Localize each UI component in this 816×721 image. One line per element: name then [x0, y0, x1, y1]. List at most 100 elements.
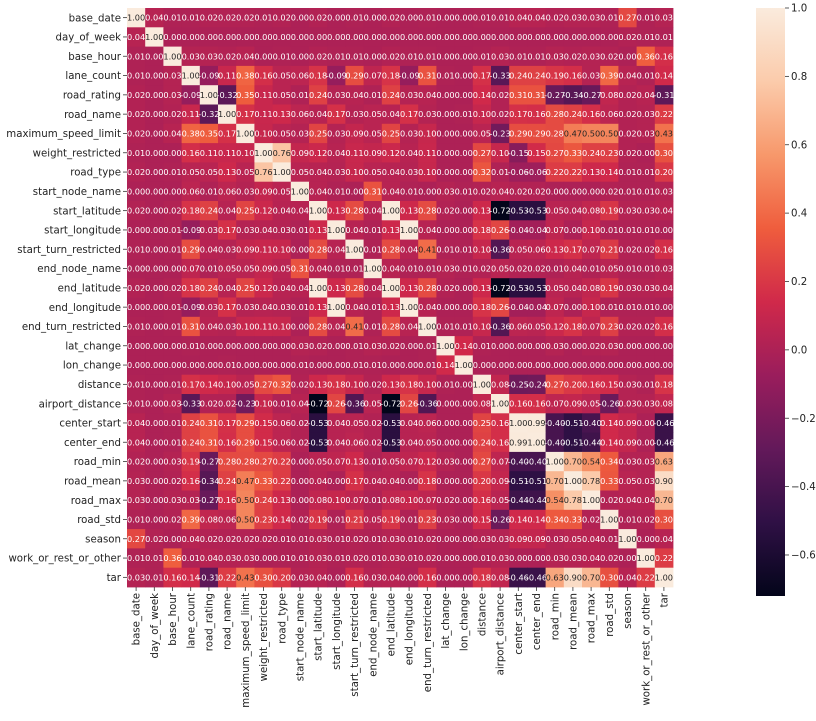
- heatmap-cell-11-17: [436, 220, 455, 240]
- cell-annotation-9-2: 0.00: [163, 186, 181, 196]
- heatmap-cell-15-7: [254, 297, 273, 318]
- cell-annotation-11-14: 0.13: [382, 225, 400, 235]
- cell-annotation-27-16: 0.02: [418, 534, 436, 544]
- cell-annotation-16-14: 0.28: [382, 321, 400, 331]
- cell-annotation-27-18: 0.00: [455, 534, 473, 544]
- heatmap-cell-17-17: [436, 336, 455, 356]
- cell-annotation-29-20: 0.08: [491, 572, 509, 582]
- heatmap-cell-1-8: [272, 27, 292, 47]
- cell-annotation-23-12: 0.13: [345, 457, 363, 467]
- cell-annotation-4-16: 0.04: [418, 90, 436, 100]
- cell-annotation-18-18: 1.00: [455, 360, 473, 370]
- heatmap-cell-4-5: [218, 85, 237, 105]
- cell-annotation-2-13: 0.00: [364, 51, 382, 61]
- heatmap-cell-2-16: [418, 46, 437, 67]
- cell-annotation-10-24: 0.04: [564, 206, 582, 216]
- heatmap-cell-0-1: [145, 8, 164, 28]
- cell-annotation-12-26: 0.21: [600, 244, 618, 254]
- cell-annotation-19-1: 0.00: [145, 379, 163, 389]
- cell-annotation-19-0: 0.01: [127, 379, 145, 389]
- heatmap-cell-12-6: [236, 239, 255, 260]
- heatmap-cell-22-26: [600, 432, 619, 453]
- heatmap-cell-25-0: [127, 490, 146, 511]
- cell-annotation-24-1: 0.00: [145, 476, 163, 486]
- cell-annotation-21-17: 0.00: [436, 418, 454, 428]
- cell-annotation-13-20: 0.05: [491, 264, 509, 274]
- cell-annotation-25-3: 0.03: [182, 495, 200, 505]
- heatmap-cell-8-19: [472, 162, 492, 183]
- heatmap-cell-9-18: [454, 181, 474, 202]
- heatmap-cell-19-0: [127, 374, 146, 395]
- cell-annotation-27-10: 0.03: [309, 534, 327, 544]
- heatmap-cell-25-20: [491, 490, 510, 511]
- cell-annotation-10-9: 0.04: [291, 206, 309, 216]
- cell-annotation-26-7: 0.23: [254, 514, 272, 524]
- cell-annotation-13-6: 0.05: [236, 264, 254, 274]
- cell-annotation-29-29: 1.00: [655, 572, 673, 582]
- heatmap-cell-27-7: [254, 529, 273, 549]
- cell-annotation-5-11: 0.17: [327, 109, 345, 119]
- heatmap-cell-22-3: [181, 432, 201, 453]
- heatmap-cell-10-8: [272, 201, 292, 221]
- cell-annotation-19-6: 0.05: [236, 379, 254, 389]
- heatmap-cell-28-25: [582, 548, 601, 569]
- cell-annotation-8-8: 1.00: [273, 167, 291, 177]
- cell-annotation-23-0: 0.02: [127, 457, 145, 467]
- heatmap-cell-0-9: [290, 8, 310, 28]
- cell-annotation-27-22: 0.09: [527, 534, 545, 544]
- heatmap-cell-24-28: [636, 471, 656, 491]
- heatmap-cell-17-11: [327, 336, 346, 356]
- cell-annotation-6-23: 0.28: [546, 128, 564, 138]
- cell-annotation-29-26: 0.30: [600, 572, 618, 582]
- cell-annotation-13-5: 0.05: [218, 264, 236, 274]
- heatmap-cell-23-21: [509, 451, 528, 472]
- cell-annotation-12-5: 0.03: [218, 244, 236, 254]
- heatmap-cell-22-6: [236, 432, 255, 453]
- heatmap-cell-25-15: [400, 490, 419, 511]
- heatmap-cell-27-27: [618, 529, 637, 549]
- cell-annotation-20-17: 0.00: [436, 399, 454, 409]
- heatmap-cell-9-16: [418, 181, 437, 202]
- cell-annotation-5-8: 0.13: [273, 109, 291, 119]
- colorbar-tick-label: −0.2: [791, 414, 816, 425]
- heatmap-cell-17-2: [163, 336, 182, 356]
- heatmap-cell-13-14: [381, 258, 401, 279]
- cell-annotation-16-26: 0.23: [600, 321, 618, 331]
- cell-annotation-24-21: -0.51: [508, 476, 529, 486]
- heatmap-cell-1-22: [527, 27, 546, 47]
- cell-annotation-21-27: 0.09: [618, 418, 636, 428]
- cell-annotation-17-18: 0.14: [455, 341, 473, 351]
- heatmap-cell-9-15: [400, 181, 419, 202]
- cell-annotation-17-10: 0.02: [309, 341, 327, 351]
- heatmap-cell-16-29: [654, 316, 674, 337]
- cell-annotation-8-9: 0.05: [291, 167, 309, 177]
- heatmap-cell-28-9: [290, 548, 310, 569]
- cell-annotation-23-3: 0.19: [182, 457, 200, 467]
- cell-annotation-2-17: 0.00: [436, 51, 454, 61]
- heatmap-cell-24-20: [491, 471, 510, 491]
- cell-annotation-16-21: 0.06: [509, 321, 527, 331]
- cell-annotation-19-28: 0.01: [637, 379, 655, 389]
- heatmap-cell-23-2: [163, 451, 182, 472]
- cell-annotation-12-22: 0.06: [527, 244, 545, 254]
- cell-annotation-26-29: 0.30: [655, 514, 673, 524]
- cell-annotation-11-13: 0.01: [364, 225, 382, 235]
- heatmap-cell-13-4: [199, 258, 219, 279]
- cell-annotation-26-17: 0.03: [436, 514, 454, 524]
- cell-annotation-4-18: 0.00: [455, 90, 473, 100]
- cell-annotation-14-11: 0.13: [327, 283, 345, 293]
- heatmap-cell-24-10: [309, 471, 328, 491]
- cell-annotation-13-1: 0.00: [145, 264, 163, 274]
- cell-annotation-16-9: 0.00: [291, 321, 309, 331]
- heatmap-cell-14-8: [272, 278, 292, 298]
- heatmap-cell-19-23: [545, 374, 565, 395]
- heatmap-cell-19-1: [145, 374, 164, 395]
- heatmap-cells: [127, 8, 674, 588]
- heatmap-cell-13-25: [582, 258, 601, 279]
- heatmap-cell-3-3: [181, 65, 201, 86]
- heatmap-cell-14-23: [545, 278, 565, 298]
- cell-annotation-6-20: -0.23: [490, 128, 511, 138]
- heatmap-cell-9-12: [345, 181, 364, 202]
- heatmap-cell-21-11: [327, 413, 346, 433]
